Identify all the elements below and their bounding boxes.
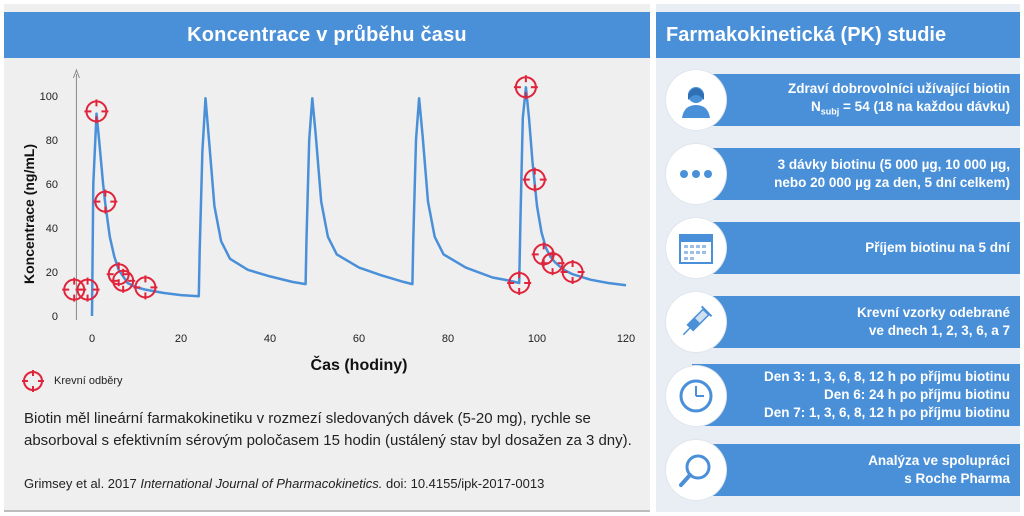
x-tick-label: 20 [175, 333, 187, 345]
pk-study-panel: Farmakokinetická (PK) studie Zdraví dobr… [656, 4, 1020, 512]
pk-item-schedule: Den 3: 1, 3, 6, 8, 12 h po příjmu biotin… [656, 360, 1020, 432]
sampling-point-marker [133, 275, 158, 300]
person-icon [666, 70, 726, 130]
pk-item-line: s Roche Pharma [904, 471, 1010, 486]
pk-item-intake: Příjem biotinu na 5 dní [656, 216, 1020, 280]
pk-item-line: 3 dávky biotinu (5 000 µg, 10 000 µg, [777, 157, 1010, 172]
x-tick-label: 100 [528, 333, 546, 345]
sampling-point-marker [540, 251, 565, 276]
chart-title: Koncentrace v průběhu času [4, 12, 650, 58]
pk-item-line: Den 6: 24 h po příjmu biotinu [823, 387, 1010, 402]
legend-label: Krevní odběry [54, 375, 123, 387]
pk-item-line: Analýza ve spolupráci [868, 453, 1010, 468]
y-tick-label: 40 [46, 223, 58, 235]
sampling-point-marker [522, 167, 547, 192]
y-tick-label: 80 [46, 135, 58, 147]
crosshair-marker-icon [22, 370, 44, 392]
y-tick-label: 60 [46, 179, 58, 191]
x-axis-label: Čas (hodiny) [311, 355, 408, 374]
pk-item-doses: 3 dávky biotinu (5 000 µg, 10 000 µg, ne… [656, 142, 1020, 206]
y-tick-label: 100 [40, 91, 58, 103]
sampling-point-marker [560, 260, 585, 284]
subj-suffix: = 54 (18 na každou dávku) [839, 98, 1010, 114]
pk-item-analysis: Analýza ve spolupráci s Roche Pharma [656, 438, 1020, 502]
series-line [90, 85, 627, 317]
legend: Krevní odběry [20, 368, 122, 394]
y-tick-label: 20 [46, 267, 58, 279]
citation-authors: Grimsey et al. 2017 [24, 476, 141, 491]
subj-prefix: N [811, 98, 821, 114]
sampling-point-marker [507, 271, 532, 295]
sampling-point-marker [513, 75, 538, 100]
concentration-panel: Koncentrace v průběhu času 0 20 40 60 80 100 0… [4, 4, 650, 512]
clock-icon [666, 366, 726, 426]
sampling-point-marker [106, 262, 131, 287]
x-tick-label: 0 [89, 333, 95, 345]
y-axis-label: Koncentrace (ng/mL) [21, 144, 37, 284]
x-tick-label: 40 [264, 333, 276, 345]
pk-item-subj-line: Nsubj = 54 (18 na každou dávku) [811, 98, 1010, 121]
pk-item-line: Den 7: 1, 3, 6, 8, 12 h po příjmu biotin… [763, 405, 1010, 420]
calendar-icon [666, 218, 726, 278]
pk-item-samples: Krevní vzorky odebrané ve dnech 1, 2, 3,… [656, 290, 1020, 354]
sampling-point-marker [93, 189, 118, 214]
sampling-point-marker [84, 99, 109, 124]
pk-item-line: ve dnech 1, 2, 3, 6, a 7 [868, 323, 1010, 338]
study-description: Biotin měl lineární farmakokinetiku v ro… [24, 410, 632, 449]
syringe-icon [666, 292, 726, 352]
x-tick-label: 120 [617, 333, 635, 345]
subj-sub: subj [820, 106, 840, 117]
concentration-chart: 0 20 40 60 80 100 0 20 40 60 80 100 120 Koncentrace (… [21, 68, 635, 374]
pk-item-line: Krevní vzorky odebrané [856, 305, 1010, 320]
bottom-divider [4, 510, 650, 512]
magnifier-icon [666, 440, 726, 500]
sampling-point-marker [111, 268, 136, 293]
pk-title: Farmakokinetická (PK) studie [656, 12, 1020, 58]
y-axis-arrow [72, 68, 80, 79]
pk-item-line: Zdraví dobrovolníci užívající biotin [787, 80, 1010, 96]
pk-item-line: Den 3: 1, 3, 6, 8, 12 h po příjmu biotin… [763, 369, 1010, 384]
pk-item-volunteers: Zdraví dobrovolníci užívající biotin Nsu… [656, 68, 1020, 132]
citation-doi: doi: 10.4155/ipk-2017-0013 [382, 476, 545, 491]
pk-item-line: Příjem biotinu na 5 dní [865, 240, 1010, 255]
pk-item-line: nebo 20 000 µg za den, 5 dní celkem) [774, 175, 1010, 190]
y-tick-label: 0 [52, 311, 58, 323]
x-tick-label: 80 [442, 333, 454, 345]
citation: Grimsey et al. 2017 International Journa… [24, 476, 644, 491]
x-tick-label: 60 [353, 333, 365, 345]
citation-journal: International Journal of Pharmacokinetic… [140, 476, 383, 491]
sampling-point-marker [75, 277, 100, 302]
dots-icon [666, 144, 726, 204]
